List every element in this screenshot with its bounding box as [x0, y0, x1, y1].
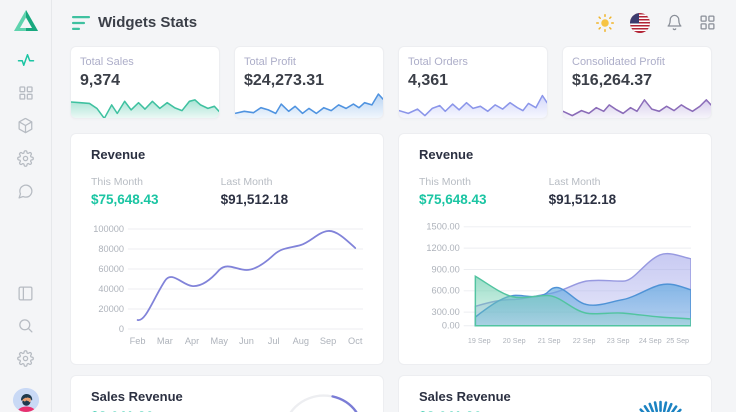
svg-text:20 Sep: 20 Sep: [503, 337, 526, 345]
svg-text:900.00: 900.00: [432, 264, 460, 274]
svg-text:Sep: Sep: [320, 336, 336, 346]
svg-text:Jun: Jun: [239, 336, 254, 346]
svg-text:100000: 100000: [93, 224, 124, 234]
svg-text:Apr: Apr: [185, 336, 199, 346]
svg-text:1200.00: 1200.00: [426, 243, 459, 253]
svg-text:Oct: Oct: [348, 336, 363, 346]
svg-text:May: May: [211, 336, 229, 346]
svg-text:600.00: 600.00: [432, 286, 460, 296]
svg-text:20000: 20000: [98, 304, 124, 314]
svg-text:0.00: 0.00: [442, 321, 460, 331]
svg-text:21 Sep: 21 Sep: [538, 337, 561, 345]
svg-text:Aug: Aug: [293, 336, 309, 346]
svg-text:19 Sep: 19 Sep: [468, 337, 491, 345]
svg-text:22 Sep: 22 Sep: [573, 337, 596, 345]
svg-text:24 Sep: 24 Sep: [639, 337, 662, 345]
svg-text:0: 0: [119, 324, 124, 334]
svg-text:1500.00: 1500.00: [426, 222, 459, 232]
svg-text:60000: 60000: [98, 264, 124, 274]
svg-text:300.00: 300.00: [432, 307, 460, 317]
svg-text:Feb: Feb: [130, 336, 146, 346]
svg-text:Mar: Mar: [157, 336, 173, 346]
svg-text:Jul: Jul: [268, 336, 280, 346]
svg-text:25 Sep: 25 Sep: [666, 337, 689, 345]
svg-text:23 Sep: 23 Sep: [607, 337, 630, 345]
svg-text:40000: 40000: [98, 284, 124, 294]
svg-text:80000: 80000: [98, 244, 124, 254]
